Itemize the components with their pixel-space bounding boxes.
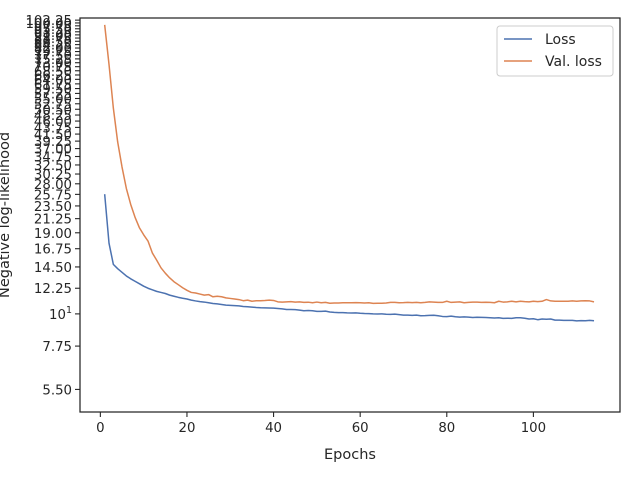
y-tick-label: 86.50: [34, 35, 72, 50]
y-tick-label: 82.00: [34, 42, 72, 57]
axes-frame: [79, 17, 621, 413]
y-tick-label: 16.75: [34, 243, 72, 258]
y-tick-label: 102.25: [25, 14, 72, 29]
y-tick-label: 21.25: [34, 213, 72, 228]
y-tick-label: 34.75: [34, 151, 72, 166]
y-tick-label: 19.00: [34, 227, 72, 242]
y-tick-label: 61.75: [34, 78, 72, 93]
y-tick-label: 64.00: [34, 73, 72, 88]
y-tick-label: 25.75: [34, 188, 72, 203]
y-tick-label: 68.50: [34, 65, 72, 80]
x-tick-label: 100: [521, 421, 546, 436]
y-tick-label: 32.50: [34, 159, 72, 174]
x-tick-label: 80: [438, 421, 455, 436]
y-tick-label: 46.00: [34, 115, 72, 130]
y-tick-label: 37.00: [34, 143, 72, 158]
y-tick-label: 43.75: [34, 121, 72, 136]
y-tick-label: 73.00: [34, 57, 72, 72]
y-tick-label: 52.75: [34, 98, 72, 113]
y-tick-label: 48.25: [34, 109, 72, 124]
y-tick-label: 77.50: [34, 49, 72, 64]
y-tick-label: 30.25: [34, 168, 72, 183]
legend-label: Val. loss: [545, 54, 602, 70]
legend-label: Loss: [545, 32, 576, 48]
y-tick-label: 57.25: [34, 87, 72, 102]
y-tick-label: 100.00: [25, 17, 72, 32]
y-axis-label: Negative log-likelihood: [0, 132, 13, 298]
y-tick-label: 97.75: [34, 20, 72, 35]
y-tick-label: 91.00: [34, 29, 72, 44]
y-tick-label-base: 10: [49, 308, 66, 323]
legend: Loss Val. loss: [496, 25, 614, 77]
y-tick-label: 75.25: [34, 53, 72, 68]
series-line-loss: [103, 194, 595, 322]
y-axis-ticks: 5.50 7.75 101 12.25 14.50 16.7519.0021.2523.5…: [25, 14, 80, 398]
x-tick-label: 20: [178, 421, 195, 436]
y-tick-label: 88.75: [34, 32, 72, 47]
y-tick-label: 95.50: [34, 23, 72, 38]
y-tick-label: 59.50: [34, 83, 72, 98]
y-tick-label: 84.25: [34, 39, 72, 54]
y-tick-label: 5.50: [42, 383, 72, 398]
series-line-val-loss: [103, 24, 595, 305]
y-tick-label: 50.50: [34, 103, 72, 118]
y-tick-label: 79.75: [34, 46, 72, 61]
y-tick-label: 66.25: [34, 69, 72, 84]
y-tick-label: 101: [49, 305, 72, 323]
y-tick-label: 39.25: [34, 135, 72, 150]
x-tick-label: 40: [265, 421, 282, 436]
y-tick-label: 14.50: [34, 261, 72, 276]
x-tick-label: 60: [352, 421, 369, 436]
x-axis-ticks: 0 20 40 60 80 100: [96, 412, 546, 436]
y-tick-label: 7.75: [42, 340, 72, 355]
y-tick-label: 12.25: [34, 282, 72, 297]
y-tick-label: 55.00: [34, 92, 72, 107]
y-tick-label: 93.25: [34, 26, 72, 41]
x-tick-label: 0: [96, 421, 104, 436]
y-tick-label: 28.00: [34, 178, 72, 193]
y-tick-label: 23.50: [34, 200, 72, 215]
plot-area: [103, 24, 595, 322]
y-tick-label-exponent: 1: [66, 305, 72, 316]
x-axis-label: Epochs: [324, 447, 376, 463]
y-tick-label: 41.50: [34, 128, 72, 143]
y-tick-label: 70.75: [34, 61, 72, 76]
